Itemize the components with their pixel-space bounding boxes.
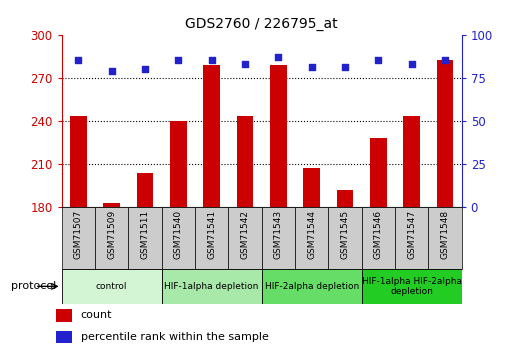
Bar bbox=[403, 117, 420, 207]
Text: GSM71547: GSM71547 bbox=[407, 210, 416, 259]
Point bbox=[241, 61, 249, 67]
Point bbox=[74, 58, 82, 63]
Text: GSM71544: GSM71544 bbox=[307, 210, 316, 259]
Text: GSM71543: GSM71543 bbox=[274, 210, 283, 259]
Bar bbox=[262, 207, 295, 269]
Text: HIF-1alpha HIF-2alpha
depletion: HIF-1alpha HIF-2alpha depletion bbox=[362, 277, 462, 296]
Bar bbox=[203, 65, 220, 207]
Text: HIF-2alpha depletion: HIF-2alpha depletion bbox=[265, 282, 359, 291]
Bar bbox=[162, 269, 262, 304]
Point bbox=[274, 54, 282, 60]
Bar bbox=[62, 207, 95, 269]
Bar bbox=[70, 117, 87, 207]
Bar bbox=[437, 60, 453, 207]
Bar bbox=[236, 117, 253, 207]
Bar bbox=[362, 207, 395, 269]
Bar bbox=[295, 207, 328, 269]
Text: count: count bbox=[81, 310, 112, 320]
Bar bbox=[262, 269, 362, 304]
Text: GSM71507: GSM71507 bbox=[74, 210, 83, 259]
Text: control: control bbox=[96, 282, 127, 291]
Bar bbox=[328, 207, 362, 269]
Point bbox=[141, 66, 149, 72]
Bar bbox=[270, 65, 287, 207]
Point bbox=[341, 65, 349, 70]
Point bbox=[307, 65, 315, 70]
Bar bbox=[303, 168, 320, 207]
Text: percentile rank within the sample: percentile rank within the sample bbox=[81, 332, 269, 342]
Text: GSM71545: GSM71545 bbox=[341, 210, 349, 259]
Bar bbox=[362, 269, 462, 304]
Bar bbox=[55, 309, 72, 322]
Text: GSM71546: GSM71546 bbox=[374, 210, 383, 259]
Bar bbox=[195, 207, 228, 269]
Bar bbox=[103, 203, 120, 207]
Bar bbox=[62, 269, 162, 304]
Bar bbox=[95, 207, 128, 269]
Bar bbox=[337, 190, 353, 207]
Point bbox=[374, 58, 382, 63]
Text: HIF-1alpha depletion: HIF-1alpha depletion bbox=[165, 282, 259, 291]
Title: GDS2760 / 226795_at: GDS2760 / 226795_at bbox=[185, 17, 338, 31]
Text: GSM71542: GSM71542 bbox=[241, 210, 249, 259]
Text: GSM71540: GSM71540 bbox=[174, 210, 183, 259]
Bar bbox=[228, 207, 262, 269]
Point bbox=[407, 61, 416, 67]
Bar bbox=[55, 331, 72, 343]
Bar bbox=[370, 138, 387, 207]
Point bbox=[174, 58, 182, 63]
Bar bbox=[428, 207, 462, 269]
Bar bbox=[395, 207, 428, 269]
Point bbox=[207, 58, 215, 63]
Text: GSM71509: GSM71509 bbox=[107, 210, 116, 259]
Text: protocol: protocol bbox=[11, 282, 56, 291]
Text: GSM71541: GSM71541 bbox=[207, 210, 216, 259]
Text: GSM71548: GSM71548 bbox=[441, 210, 449, 259]
Bar bbox=[162, 207, 195, 269]
Text: GSM71511: GSM71511 bbox=[141, 210, 149, 259]
Bar bbox=[170, 121, 187, 207]
Bar bbox=[136, 172, 153, 207]
Bar bbox=[128, 207, 162, 269]
Point bbox=[441, 58, 449, 63]
Point bbox=[107, 68, 115, 73]
